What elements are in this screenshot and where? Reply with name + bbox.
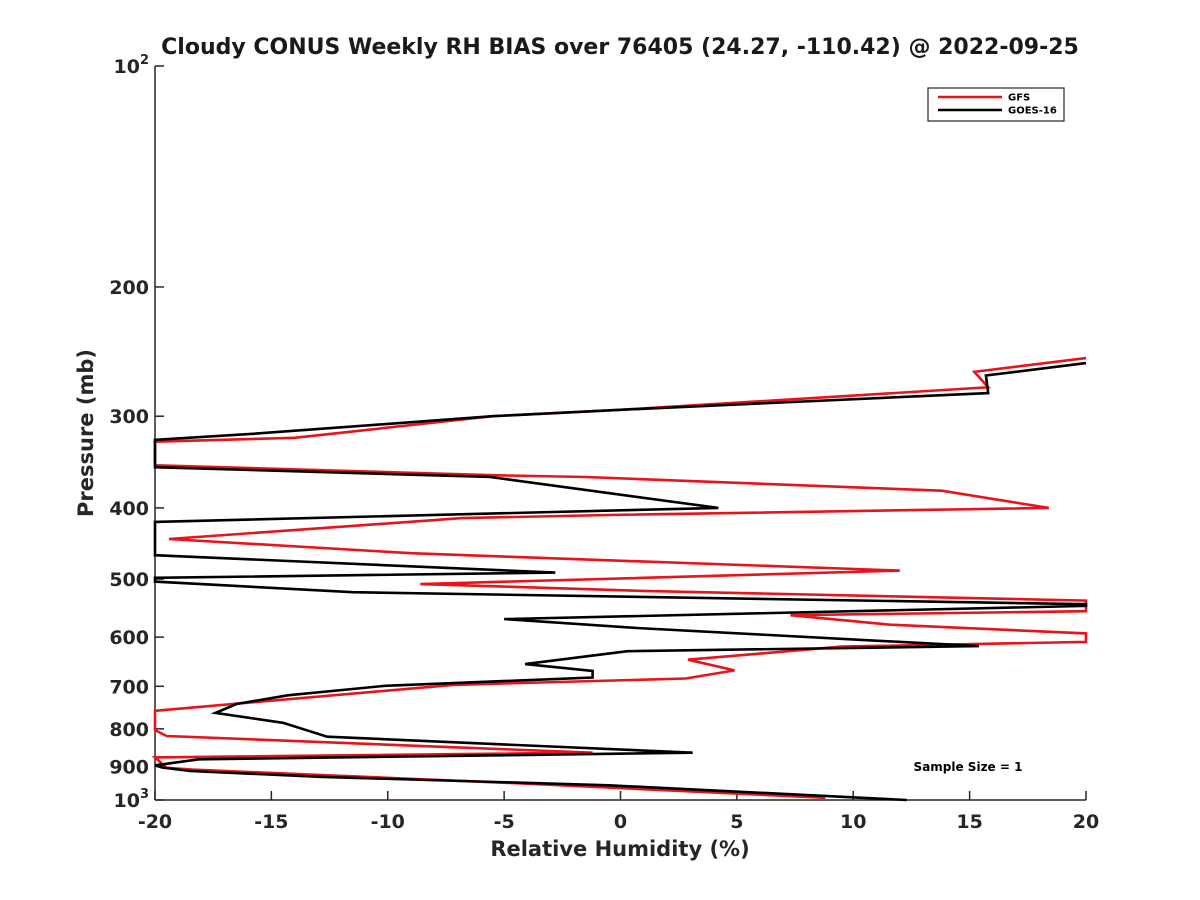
y-tick-exponent: 2 bbox=[140, 53, 149, 68]
x-tick-label: -15 bbox=[254, 811, 288, 833]
y-tick-label: 900 bbox=[109, 756, 149, 778]
legend-label-gfs: GFS bbox=[1008, 93, 1030, 104]
series-line-goes16 bbox=[153, 361, 1088, 802]
y-tick-base: 10 bbox=[114, 790, 140, 812]
y-tick-label: 300 bbox=[109, 406, 149, 428]
x-tick-label: 5 bbox=[730, 811, 743, 833]
y-tick-base: 10 bbox=[114, 56, 140, 78]
y-tick-exponent: 3 bbox=[140, 787, 149, 802]
y-tick-label: 800 bbox=[109, 719, 149, 741]
y-tick-label: 400 bbox=[109, 498, 149, 520]
legend-label-goes16: GOES-16 bbox=[1008, 106, 1057, 117]
y-tick-label: 200 bbox=[109, 277, 149, 299]
x-axis-ticks: -20 -15 -10 -5 0 5 10 15 20 bbox=[138, 791, 1099, 833]
sample-size-annotation: Sample Size = 1 bbox=[914, 760, 1023, 774]
y-tick-label: 500 bbox=[109, 569, 149, 591]
x-tick-label: 15 bbox=[956, 811, 982, 833]
x-tick-label: -10 bbox=[371, 811, 405, 833]
y-tick-label: 700 bbox=[109, 676, 149, 698]
y-axis-label: Pressure (mb) bbox=[74, 349, 98, 517]
x-tick-label: 0 bbox=[614, 811, 627, 833]
legend-box bbox=[927, 87, 1065, 122]
x-tick-label: -20 bbox=[138, 811, 172, 833]
y-tick-label: 600 bbox=[109, 627, 149, 649]
x-axis-label: Relative Humidity (%) bbox=[490, 837, 749, 861]
chart-title: Cloudy CONUS Weekly RH BIAS over 76405 (… bbox=[161, 35, 1079, 60]
x-tick-label: 20 bbox=[1073, 811, 1099, 833]
x-tick-label: -5 bbox=[494, 811, 515, 833]
x-tick-label: 10 bbox=[840, 811, 866, 833]
y-tick-label-power: 103 bbox=[114, 787, 150, 812]
y-tick-label-power: 102 bbox=[114, 53, 150, 78]
legend: GFS GOES-16 bbox=[927, 87, 1065, 122]
series-group bbox=[151, 356, 1088, 802]
